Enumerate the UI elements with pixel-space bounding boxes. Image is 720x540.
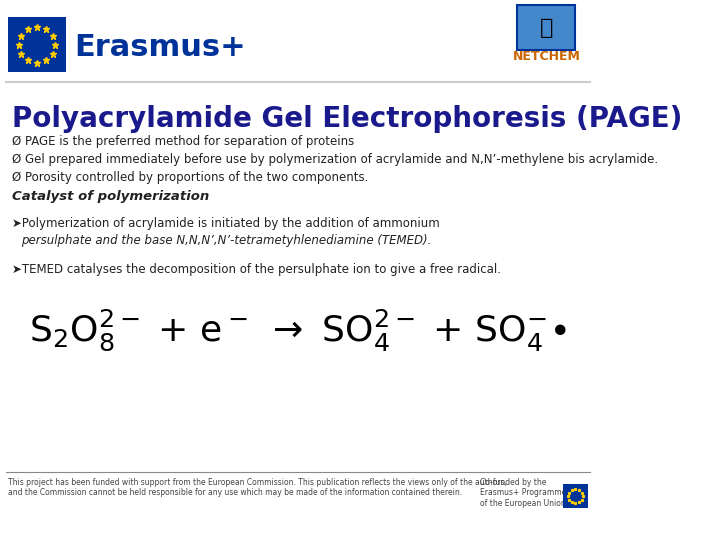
Text: This project has been funded with support from the European Commission. This pub: This project has been funded with suppor… [8, 478, 507, 497]
Text: Catalyst of polymerization: Catalyst of polymerization [12, 190, 210, 203]
Text: Ø Gel prepared immediately before use by polymerization of acrylamide and N,N’-m: Ø Gel prepared immediately before use by… [12, 153, 659, 166]
Text: Erasmus+: Erasmus+ [74, 32, 246, 62]
Text: Ø Porosity controlled by proportions of the two components.: Ø Porosity controlled by proportions of … [12, 171, 369, 184]
FancyBboxPatch shape [8, 17, 66, 72]
Text: ➤TEMED catalyses the decomposition of the persulphate ion to give a free radical: ➤TEMED catalyses the decomposition of th… [12, 263, 501, 276]
Text: ➤Polymerization of acrylamide is initiated by the addition of ammonium: ➤Polymerization of acrylamide is initiat… [12, 217, 440, 230]
Text: $\mathrm{S_2O_8^{2-}}$ + $\mathrm{e^-}$ $\rightarrow$ $\mathrm{SO_4^{2-}}$ + $\m: $\mathrm{S_2O_8^{2-}}$ + $\mathrm{e^-}$ … [29, 307, 567, 353]
Text: Ø PAGE is the preferred method for separation of proteins: Ø PAGE is the preferred method for separ… [12, 135, 355, 148]
Text: NETCHEM: NETCHEM [513, 51, 580, 64]
Text: 🔬: 🔬 [540, 18, 553, 38]
FancyBboxPatch shape [563, 484, 588, 508]
Text: Co-funded by the
Erasmus+ Programme
of the European Union: Co-funded by the Erasmus+ Programme of t… [480, 478, 567, 508]
FancyBboxPatch shape [518, 5, 575, 50]
Text: Polyacrylamide Gel Electrophoresis (PAGE): Polyacrylamide Gel Electrophoresis (PAGE… [12, 105, 683, 133]
Text: persulphate and the base N,N,N’,N’-tetrametyhlenediamine (TEMED).: persulphate and the base N,N,N’,N’-tetra… [21, 234, 431, 247]
